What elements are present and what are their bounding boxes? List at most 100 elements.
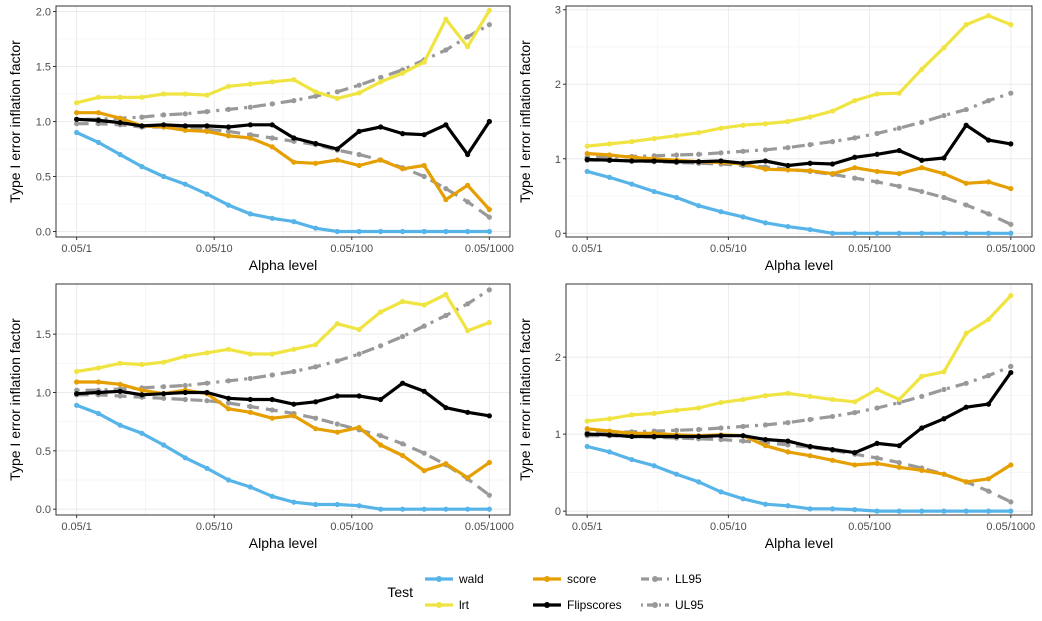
- data-point-lrt: [313, 342, 319, 348]
- data-point-lrt: [718, 399, 724, 406]
- data-point-wald: [95, 410, 102, 417]
- legend-key-point: [544, 576, 550, 582]
- data-point-lrt: [269, 79, 275, 85]
- data-point-ul95: [985, 373, 992, 379]
- data-point-score: [95, 379, 102, 385]
- data-point-flipscores: [443, 405, 449, 411]
- series-line-ul95: [587, 91, 1012, 159]
- data-point-score: [606, 428, 613, 434]
- data-point-ul95: [673, 427, 680, 433]
- y-axis-title: Type I error inflation factor: [517, 318, 533, 481]
- data-point-lrt: [1008, 292, 1014, 299]
- data-point-lrt: [225, 346, 232, 352]
- data-point-lrt: [356, 90, 362, 96]
- data-point-score: [785, 449, 791, 455]
- data-point-wald: [1008, 230, 1014, 236]
- y-tick-label: 1: [555, 154, 561, 166]
- data-point-wald: [313, 225, 319, 231]
- data-point-flipscores: [443, 122, 449, 128]
- data-point-flipscores: [874, 440, 880, 446]
- data-point-ul95: [963, 106, 969, 113]
- series-line-lrt: [76, 292, 490, 374]
- data-point-wald: [247, 484, 253, 490]
- data-point-lrt: [807, 393, 813, 400]
- data-point-score: [941, 171, 947, 177]
- data-point-wald: [896, 230, 902, 236]
- data-point-lrt: [896, 90, 902, 96]
- data-point-ul95: [486, 22, 492, 28]
- data-point-wald: [74, 402, 80, 408]
- data-point-ul95: [161, 112, 167, 118]
- data-point-flipscores: [313, 140, 319, 147]
- data-point-lrt: [584, 143, 590, 149]
- data-point-lrt: [985, 13, 992, 19]
- data-point-flipscores: [74, 391, 80, 397]
- data-point-wald: [182, 455, 188, 461]
- data-point-ll95: [421, 450, 427, 456]
- data-point-wald: [269, 493, 275, 499]
- x-axis-title: Alpha level: [249, 257, 318, 273]
- data-point-lrt: [139, 361, 145, 368]
- data-point-score: [1008, 185, 1014, 192]
- data-point-ll95: [204, 398, 210, 404]
- series-line-flipscores: [587, 123, 1012, 168]
- data-point-flipscores: [95, 389, 102, 396]
- data-point-flipscores: [399, 380, 406, 386]
- data-point-flipscores: [673, 159, 680, 165]
- data-point-ul95: [334, 89, 340, 95]
- data-point-ll95: [1008, 499, 1014, 505]
- data-point-wald: [584, 168, 590, 175]
- data-point-flipscores: [718, 158, 724, 164]
- data-point-flipscores: [269, 122, 275, 128]
- data-point-wald: [696, 203, 702, 209]
- x-tick-label: 0.05/1000: [986, 243, 1035, 255]
- data-point-flipscores: [465, 151, 471, 158]
- data-point-lrt: [291, 346, 297, 352]
- data-point-lrt: [740, 396, 746, 403]
- legend-title: Test: [387, 584, 413, 600]
- data-point-ll95: [443, 186, 449, 192]
- data-point-score: [852, 462, 858, 468]
- data-point-ul95: [399, 333, 406, 340]
- data-point-score: [629, 154, 635, 160]
- data-point-flipscores: [718, 433, 724, 439]
- data-point-wald: [378, 228, 384, 235]
- data-point-ul95: [356, 351, 362, 357]
- series-line-flipscores: [587, 371, 1013, 455]
- data-point-flipscores: [941, 416, 947, 422]
- data-point-ul95: [852, 135, 858, 141]
- data-point-lrt: [421, 302, 427, 308]
- data-point-lrt: [139, 94, 145, 100]
- data-point-wald: [399, 506, 406, 512]
- chart-panel-1: 0.0 0.5 1.0 1.5 2.0 0.05/1 0.05/10 0.05/100 0.05…: [7, 5, 514, 273]
- data-point-lrt: [486, 7, 492, 13]
- data-point-wald: [740, 214, 746, 220]
- data-point-ul95: [247, 375, 253, 382]
- x-tick-label: 0.05/10: [196, 521, 233, 533]
- data-point-flipscores: [896, 443, 902, 449]
- data-point-wald: [762, 501, 769, 507]
- data-point-ul95: [269, 372, 275, 378]
- data-point-flipscores: [399, 131, 406, 137]
- data-point-score: [247, 409, 253, 415]
- data-point-ul95: [919, 393, 925, 400]
- data-point-score: [584, 426, 590, 432]
- x-tick-label: 0.05/1: [61, 243, 92, 255]
- series-line-ul95: [76, 23, 491, 121]
- data-point-lrt: [204, 92, 210, 98]
- data-point-score: [919, 467, 925, 473]
- data-point-lrt: [651, 136, 657, 142]
- data-point-wald: [139, 430, 145, 436]
- series-line-flipscores: [76, 117, 491, 157]
- data-point-wald: [356, 503, 362, 509]
- data-point-flipscores: [985, 401, 992, 407]
- series-line-ll95: [76, 122, 491, 219]
- data-point-ll95: [941, 194, 947, 201]
- y-axis-title: Type I error inflation factor: [7, 40, 23, 203]
- data-point-score: [486, 206, 492, 213]
- series-line-wald: [586, 444, 1011, 513]
- data-point-ul95: [182, 111, 188, 117]
- data-point-ll95: [785, 442, 791, 448]
- data-point-ul95: [963, 380, 969, 386]
- data-point-wald: [785, 503, 791, 509]
